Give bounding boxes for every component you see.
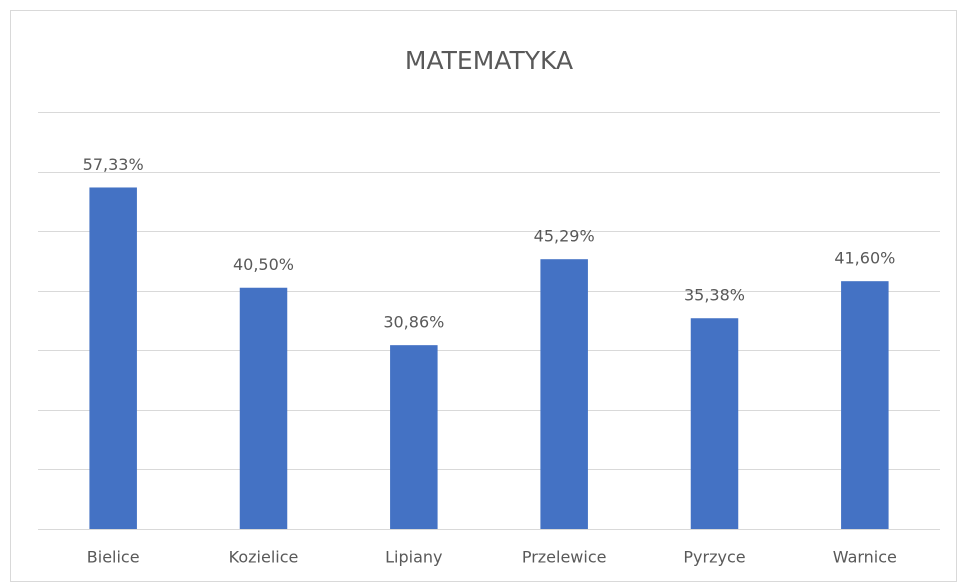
x-tick-label: Bielice	[87, 548, 140, 567]
x-tick-label: Pyrzyce	[683, 548, 745, 567]
bar	[841, 281, 889, 529]
x-tick-label: Kozielice	[229, 548, 299, 567]
bar	[540, 259, 588, 529]
chart-title: MATEMATYKA	[405, 46, 573, 75]
x-tick-label: Warnice	[833, 548, 897, 567]
data-label: 45,29%	[534, 227, 595, 246]
x-tick-label: Lipiany	[385, 548, 442, 567]
bar	[89, 187, 137, 530]
data-label: 40,50%	[233, 255, 294, 274]
bar	[239, 287, 288, 529]
bar	[690, 318, 739, 529]
data-label: 35,38%	[684, 286, 745, 305]
bar	[390, 345, 438, 529]
x-tick-label: Przelewice	[522, 548, 607, 567]
data-label: 41,60%	[834, 249, 895, 268]
data-label: 57,33%	[83, 155, 144, 174]
chart-border	[10, 10, 957, 582]
data-label: 30,86%	[383, 313, 444, 332]
